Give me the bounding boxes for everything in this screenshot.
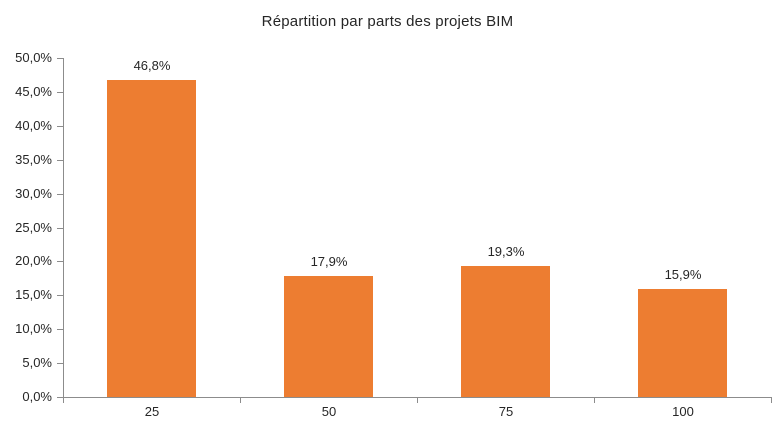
y-axis-tick-mark [57, 159, 63, 161]
bar-value-label: 17,9% [310, 254, 348, 269]
y-axis-tick-label: 40,0% [15, 117, 52, 133]
y-axis-tick-mark [57, 91, 63, 93]
x-axis-category-label: 50 [321, 404, 337, 419]
plot-area [63, 58, 772, 398]
y-axis-tick-mark [57, 261, 63, 263]
y-axis-tick-label: 35,0% [15, 151, 52, 167]
x-axis-tick-mark [63, 398, 64, 403]
y-axis-tick-mark [57, 58, 63, 59]
y-axis-tick-mark [57, 125, 63, 127]
y-axis-tick-label: 25,0% [15, 219, 52, 235]
y-axis-tick-label: 50,0% [15, 50, 52, 65]
chart-title: Répartition par parts des projets BIM [261, 13, 514, 30]
x-axis-tick-mark [417, 398, 418, 403]
bar[interactable] [638, 289, 727, 397]
y-axis-tick-label: 30,0% [15, 185, 52, 201]
bar-value-label: 15,9% [664, 267, 702, 282]
bar-value-label: 19,3% [487, 244, 525, 259]
bar[interactable] [107, 80, 196, 397]
y-axis-tick-mark [57, 295, 63, 297]
bar[interactable] [284, 276, 373, 397]
y-axis-tick-mark [57, 329, 63, 331]
y-axis-tick-label: 5,0% [22, 355, 52, 371]
y-axis-tick-mark [57, 193, 63, 195]
y-axis-tick-label: 45,0% [15, 83, 52, 99]
x-axis-tick-mark [594, 398, 595, 403]
y-axis-tick-label: 10,0% [15, 321, 52, 337]
y-axis-tick-label: 0,0% [22, 389, 52, 404]
x-axis-category-label: 100 [672, 404, 694, 419]
y-axis-tick-mark [57, 397, 63, 398]
x-axis-tick-mark [771, 398, 772, 403]
x-axis-category-label: 25 [144, 404, 160, 419]
bar-value-label: 46,8% [133, 58, 171, 73]
y-axis-tick-label: 20,0% [15, 253, 52, 269]
y-axis-tick-label: 15,0% [15, 287, 52, 303]
x-axis-category-label: 75 [498, 404, 514, 419]
bar[interactable] [461, 266, 550, 397]
y-axis-tick-mark [57, 363, 63, 365]
x-axis-tick-mark [240, 398, 241, 403]
y-axis-tick-mark [57, 227, 63, 229]
